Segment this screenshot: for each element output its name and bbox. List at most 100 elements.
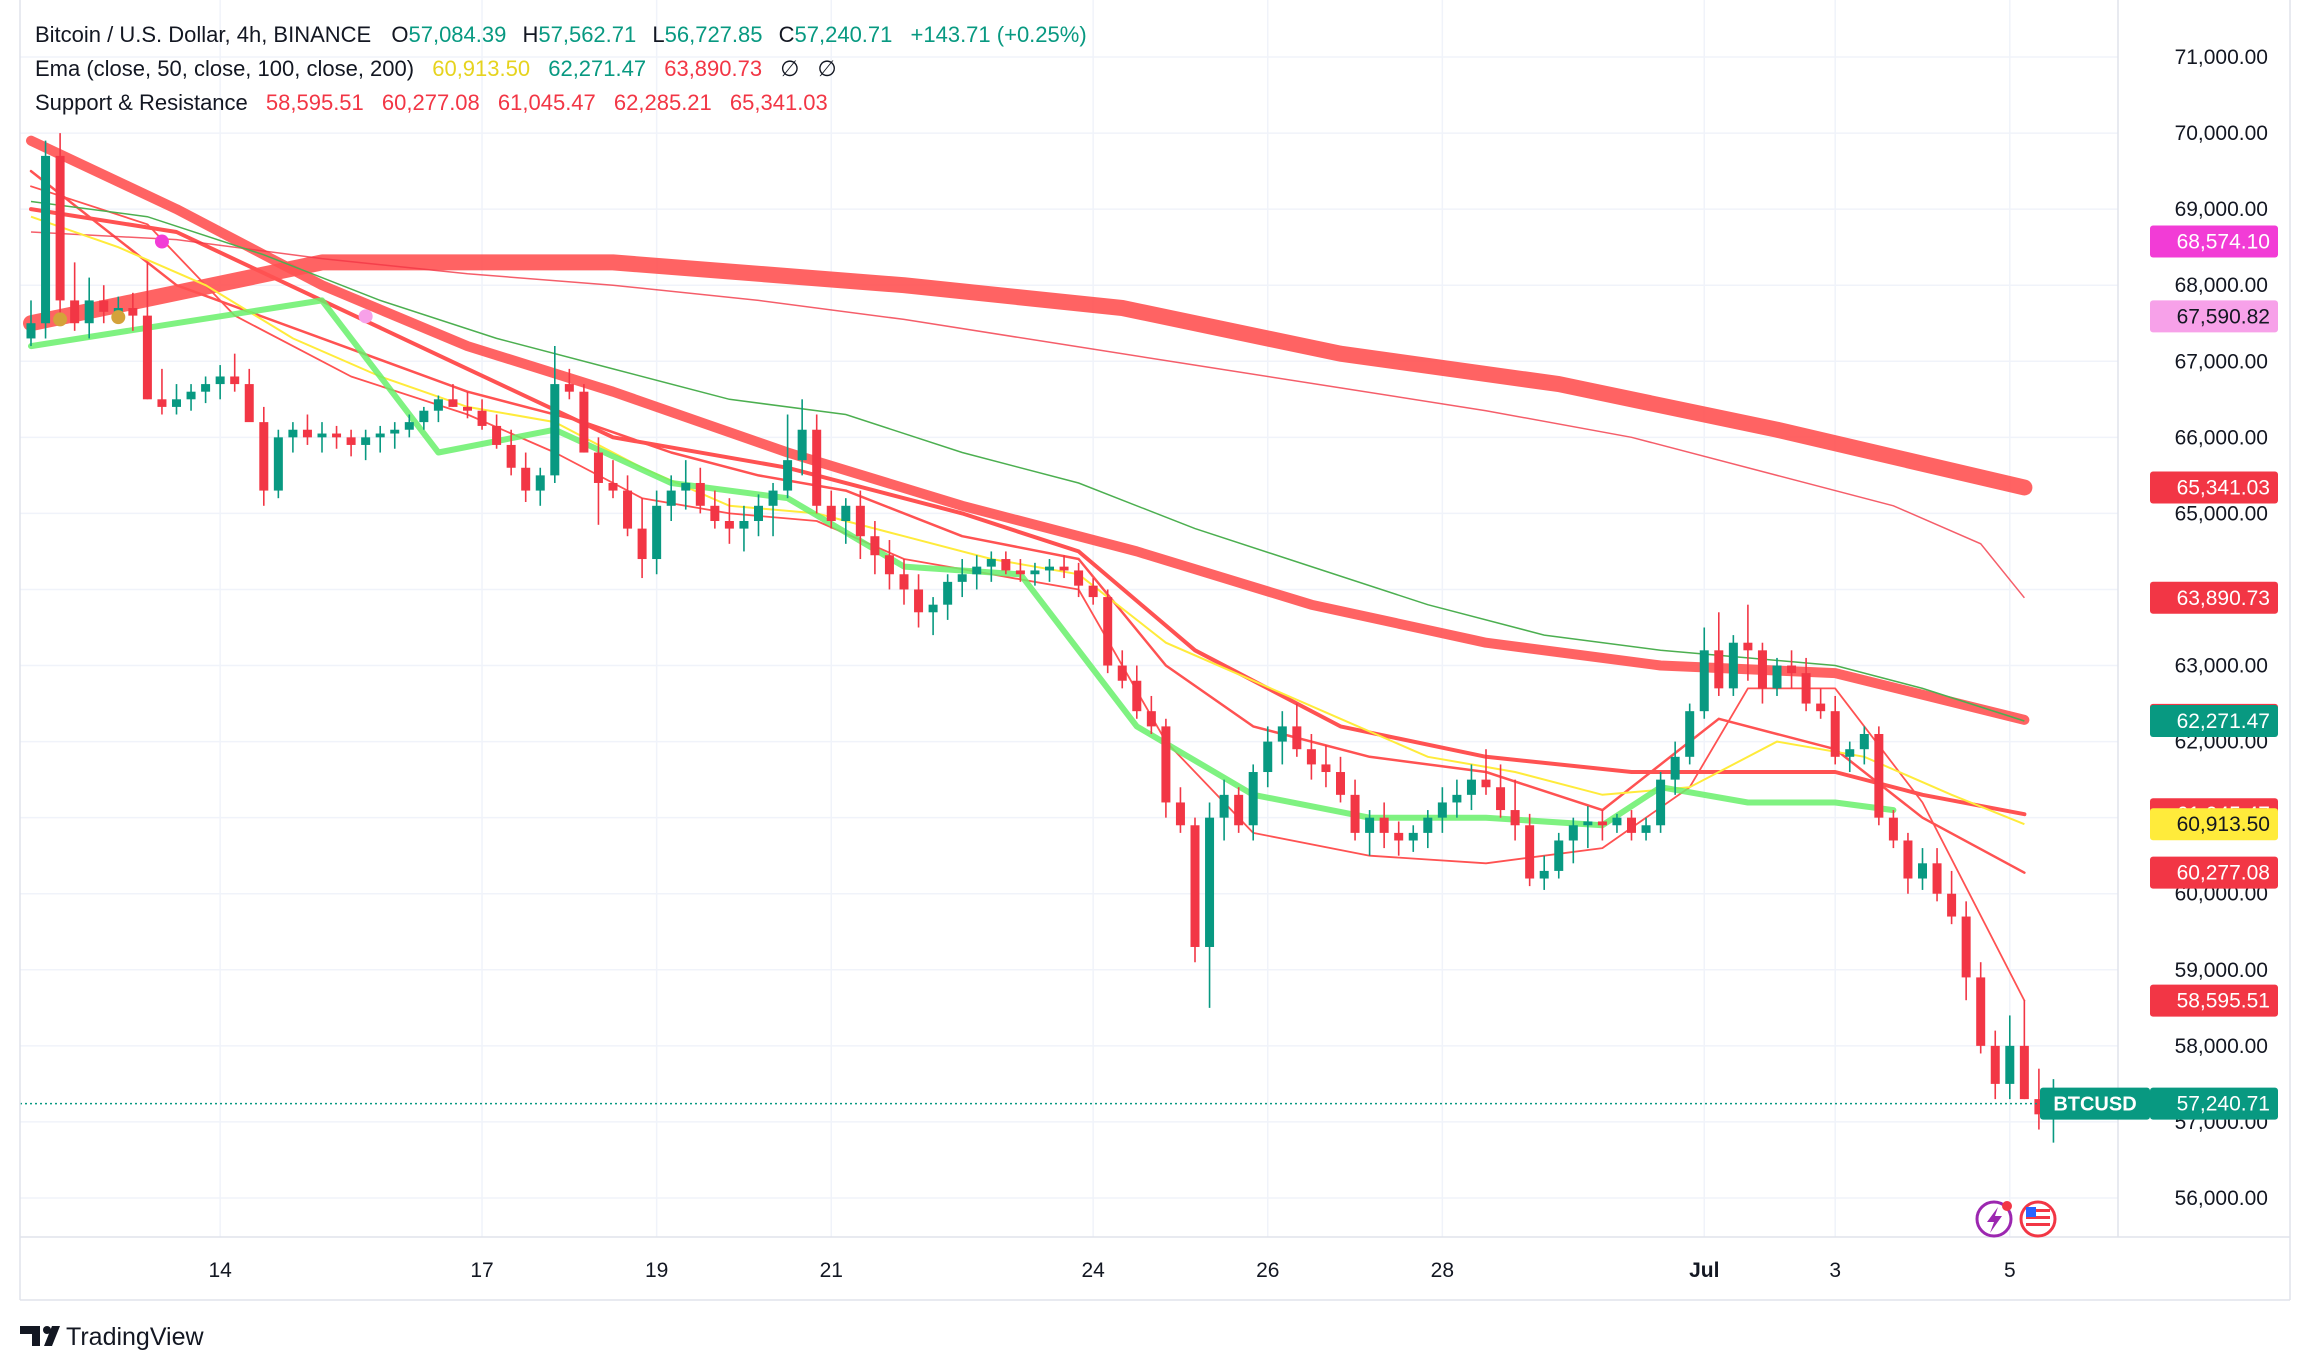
price-badge-label: 68,574.10 [2177,231,2270,254]
candle-body [1292,726,1302,750]
current-symbol-label: BTCUSD [2053,1094,2136,1116]
candle-body [390,429,400,434]
candle-body [1568,825,1578,841]
candle-body [1554,840,1564,871]
price-badge-label: 60,913.50 [2177,813,2270,836]
candle-body [637,528,647,560]
candle-body [186,391,196,400]
legend-low-prefix: L [652,22,664,47]
price-badge: 68,574.10 [2150,225,2278,258]
candle-body [346,437,356,445]
candle-body [608,482,618,491]
candle-body [1510,810,1520,826]
candle-body [1161,726,1171,803]
candle-body [230,376,240,385]
event-icons[interactable] [1975,1200,2057,1238]
candle-body [943,581,953,605]
flag-stripe-1 [2026,1209,2050,1212]
legend-sr-value-1: 58,595.51 [266,90,364,115]
candle-body [99,300,109,312]
candle-body [1350,794,1360,833]
candle-body [1728,642,1738,689]
candle-body [652,505,662,560]
candle-body [84,300,94,324]
time-tick-label: 5 [2004,1259,2016,1282]
candle-body [1859,733,1869,750]
legend-low: 56,727.85 [665,22,763,47]
candle-body [1874,733,1884,818]
price-badge-label: 60,277.08 [2177,862,2270,885]
candle-body [1481,779,1491,788]
candle-body [1699,650,1709,712]
candle-body [244,384,254,423]
legend-ema-empty-2: ∅ [818,56,837,81]
price-badge: 60,913.50 [2150,808,2278,841]
price-badge-label: 62,271.47 [2177,710,2270,733]
legend-sr-label[interactable]: Support & Resistance [35,90,248,115]
candle-body [710,505,720,522]
time-tick-label: 21 [820,1259,843,1282]
price-tick-label: 56,000.00 [2175,1187,2268,1210]
candle-body [419,410,429,423]
legend-ema-label[interactable]: Ema (close, 50, close, 100, close, 200) [35,56,414,81]
candle-body [593,452,603,483]
price-badge-bg [2150,471,2278,504]
candle-body [361,437,371,445]
time-tick-label: 28 [1431,1259,1454,1282]
candle-body [1015,570,1025,575]
candle-body [797,429,807,461]
price-badge-bg [2150,984,2278,1017]
candle-body [768,490,778,506]
candle-body [1830,711,1840,757]
time-tick-label: 14 [208,1259,232,1282]
price-badge: 60,277.08 [2150,856,2278,889]
candle-body [1219,794,1229,818]
legend-open: 57,084.39 [408,22,506,47]
candle-body [128,308,138,316]
legend-sr-value-5: 65,341.03 [730,90,828,115]
candle-body [1190,825,1200,947]
candle-body [1277,726,1287,742]
candle-body [623,490,633,529]
candle-body [1248,772,1258,826]
candle-body [1685,711,1695,757]
candle-body [1423,817,1433,833]
current-price-value: 57,240.71 [2177,1093,2270,1116]
candle-body [1525,825,1535,879]
flag-stripe-2 [2026,1216,2050,1219]
candle-body [1961,916,1971,978]
candle-body [2005,1045,2015,1084]
time-axis[interactable]: 14 17 19 21 24 26 28 Jul 3 5 [208,1259,2015,1282]
candle-body [433,399,443,411]
candle-body [1074,570,1084,586]
tradingview-logo[interactable]: TradingView [20,1323,205,1351]
candle-body [1816,703,1826,712]
candle-body [1845,749,1855,757]
legend-symbol[interactable]: Bitcoin / U.S. Dollar, 4h, BINANCE [35,22,371,47]
candle-body [477,410,487,426]
price-badge-bg [2150,581,2278,614]
candle-body [288,429,298,438]
legend-ema-row: Ema (close, 50, close, 100, close, 200) … [35,56,837,81]
time-tick-label: Jul [1689,1259,1719,1282]
price-badge: 67,590.82 [2150,300,2278,333]
signal-marker [53,312,68,327]
candle-body [724,521,734,529]
candle-body [1641,825,1651,833]
candle-body [783,460,793,491]
candle-body [2019,1045,2029,1100]
price-badge-bg [2150,704,2278,737]
candle-body [666,490,676,506]
candle-body [1030,570,1040,575]
candle-body [215,376,225,385]
candle-body [1787,665,1797,674]
candle-body [855,505,865,537]
tv-logo-dot [43,1326,51,1334]
price-tick-label: 58,000.00 [2175,1035,2268,1058]
candle-body [1205,817,1215,947]
candle-body [899,574,909,590]
time-tick-label: 24 [1081,1259,1105,1282]
legend-sr-value-2: 60,277.08 [382,90,480,115]
